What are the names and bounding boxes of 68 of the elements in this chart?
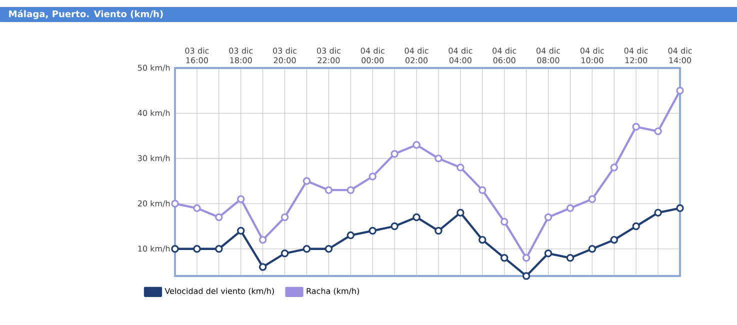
point (654, 208, 662, 217)
y-tick-label: 50 km/h (138, 64, 170, 72)
x-tick-label: 04 dic 02:00 (404, 47, 428, 64)
point (434, 226, 442, 235)
y-tick-label: 30 km/h (138, 155, 170, 162)
point (654, 127, 662, 136)
point (171, 200, 179, 208)
legend-label: Velocidad del viento (km/h) (164, 288, 274, 295)
point (368, 226, 376, 235)
x-tick-label: 04 dic 04:00 (448, 47, 472, 64)
x-tick-label: 03 dic 18:00 (229, 47, 253, 64)
point (215, 245, 223, 253)
point (346, 231, 355, 240)
x-tick-label: 04 dic 10:00 (580, 47, 604, 64)
x-tick-label: 04 dic 08:00 (536, 47, 560, 64)
x-tick-label: 04 dic 06:00 (492, 47, 516, 64)
point (280, 250, 289, 258)
point (676, 86, 684, 94)
x-tick-label: 03 dic 20:00 (273, 47, 297, 64)
x-tick-label: 03 dic 16:00 (185, 47, 209, 64)
point (237, 226, 245, 235)
text: Málaga, Puerto. Viento (km/h) (9, 10, 163, 20)
point (390, 150, 398, 158)
point (456, 208, 464, 217)
point (280, 213, 289, 222)
point (478, 186, 486, 194)
point (324, 245, 333, 253)
point (390, 222, 398, 230)
point (500, 254, 508, 262)
x-tick-label: 04 dic 12:00 (624, 47, 648, 64)
x-tick-label: 04 dic 00:00 (360, 47, 384, 64)
point (676, 204, 684, 212)
point (193, 204, 201, 212)
point (193, 245, 201, 253)
point (500, 218, 508, 226)
point (215, 213, 223, 222)
point (522, 272, 530, 280)
y-tick-label: 10 km/h (138, 245, 170, 252)
point (302, 177, 311, 185)
point (544, 213, 552, 222)
point (610, 236, 618, 244)
point (566, 204, 574, 212)
point (171, 245, 179, 253)
y-tick-label: 20 km/h (138, 200, 170, 208)
point (237, 195, 245, 203)
point (566, 254, 574, 262)
legend-label: Racha (km/h) (306, 288, 359, 295)
point (258, 236, 267, 244)
point (368, 172, 376, 180)
point (302, 245, 311, 253)
point (412, 141, 420, 149)
point (544, 250, 552, 258)
x-tick-label: 03 dic 22:00 (316, 47, 340, 64)
point (478, 236, 486, 244)
point (434, 154, 442, 162)
point (258, 263, 267, 271)
y-tick-label: 40 km/h (138, 110, 170, 117)
point (632, 122, 640, 131)
point (588, 195, 596, 203)
x-tick-label: 04 dic 14:00 (668, 47, 692, 64)
point (346, 186, 355, 194)
point (610, 164, 618, 172)
point (456, 164, 464, 172)
point (632, 222, 640, 230)
point (588, 245, 596, 253)
point (412, 213, 420, 222)
point (522, 254, 530, 262)
point (324, 186, 333, 194)
